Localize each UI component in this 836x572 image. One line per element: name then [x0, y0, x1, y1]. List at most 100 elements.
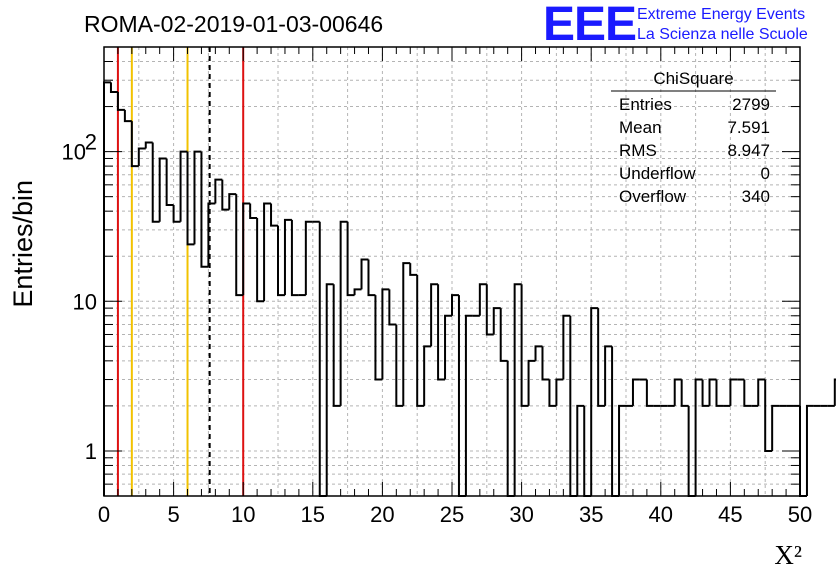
x-tick-label: 25: [440, 502, 464, 527]
x-tick-label: 45: [718, 502, 742, 527]
stats-value: 0: [761, 164, 770, 183]
histogram-bin: [541, 346, 550, 381]
stats-value: 2799: [732, 95, 770, 114]
chart-title: ROMA-02-2019-01-03-00646: [84, 11, 383, 37]
histogram-bin: [249, 203, 258, 220]
histogram-bin: [743, 379, 752, 407]
histogram-bin: [221, 179, 230, 211]
axes: [103, 46, 801, 497]
histogram-bin: [520, 284, 529, 407]
histogram-bin: [137, 147, 146, 167]
histogram-bin: [708, 378, 717, 406]
histogram-bin: [353, 288, 362, 296]
histogram-bin: [576, 404, 585, 496]
histogram-bin: [451, 294, 459, 316]
stats-label: Underflow: [619, 164, 696, 183]
y-tick-exponent: 2: [85, 130, 97, 155]
histogram-bin: [277, 225, 285, 297]
x-tick-label: 20: [370, 502, 394, 527]
reference-lines: [116, 47, 245, 496]
histogram-bin: [144, 141, 153, 149]
histogram-bin: [799, 405, 807, 497]
histogram-bin: [123, 109, 132, 123]
logo-line2: La Scienza nelle Scuole: [637, 26, 808, 43]
histogram-bin: [604, 345, 613, 406]
histogram-bin: [214, 178, 223, 204]
histogram-bin: [367, 259, 376, 297]
x-axis-label: X²: [774, 540, 802, 570]
logo-mark: EEE: [543, 0, 636, 51]
histogram-bin: [116, 92, 125, 111]
histogram-bins: [103, 81, 836, 497]
histogram-bin: [395, 324, 404, 407]
histogram-bin: [631, 378, 640, 406]
histogram-bin: [388, 289, 397, 326]
histogram-bin: [228, 193, 237, 210]
histogram-bin: [423, 345, 432, 406]
histogram-bin: [555, 378, 564, 406]
histogram-bin: [764, 379, 773, 452]
histogram-bin: [256, 218, 265, 303]
histogram-bin: [430, 283, 439, 347]
histogram-bin: [151, 142, 160, 223]
histogram-bin: [283, 218, 292, 296]
histogram-bin: [680, 379, 689, 407]
histogram-bin: [193, 150, 202, 245]
x-tick-label: 10: [231, 502, 255, 527]
stats-label: Mean: [619, 118, 662, 137]
x-tick-label: 35: [579, 502, 603, 527]
histogram-bin: [506, 360, 515, 497]
histogram-bin: [290, 219, 299, 297]
y-tick-label: 10: [62, 140, 86, 165]
histogram-bin: [332, 284, 341, 407]
histogram-bin: [499, 308, 508, 362]
histogram-bin: [381, 288, 390, 380]
x-tick-label: 0: [98, 502, 110, 527]
histogram-bin: [444, 314, 452, 380]
histogram-bin: [318, 221, 327, 497]
histogram-bin: [158, 157, 167, 222]
histogram-bin: [172, 204, 181, 223]
histogram-bin: [416, 274, 425, 407]
x-tick-label: 50: [788, 502, 812, 527]
histogram-bin: [109, 82, 118, 94]
stats-label: Overflow: [619, 187, 687, 206]
histogram-bin: [130, 121, 139, 168]
x-tick-label: 30: [509, 502, 533, 527]
histogram-bin: [833, 378, 836, 406]
stats-value: 8.947: [727, 141, 770, 160]
histogram-bin: [729, 378, 738, 406]
histogram-bin: [437, 284, 446, 381]
stats-value: 7.591: [727, 118, 770, 137]
histogram-bin: [263, 202, 272, 302]
histogram-bin: [645, 379, 654, 407]
histogram-bin: [464, 314, 473, 496]
logo-line1: Extreme Energy Events: [637, 6, 805, 23]
histogram-bin: [694, 378, 703, 496]
histogram-bin: [235, 194, 244, 297]
histogram-bin: [339, 220, 348, 406]
histogram-bin: [492, 307, 501, 335]
histogram-bin: [701, 379, 710, 407]
histogram-bin: [103, 81, 111, 496]
histogram-bin: [513, 283, 522, 496]
histogram-bin: [562, 314, 571, 380]
histogram-bin: [165, 158, 174, 206]
x-tick-labels: 0 5 10 15 20 25 30 35 40 45 50: [98, 502, 812, 527]
histogram-bin: [242, 202, 251, 296]
histogram-bin: [200, 151, 209, 268]
histogram-bin: [618, 404, 626, 496]
eee-logo: EEE Extreme Energy Events La Scienza nel…: [543, 0, 808, 51]
histogram-bin: [186, 151, 195, 246]
histogram-bin: [611, 346, 620, 497]
histogram-bin: [304, 220, 313, 296]
histogram-bin: [402, 262, 411, 406]
histogram-bin: [409, 263, 418, 276]
x-tick-label: 40: [649, 502, 673, 527]
histogram-bin: [270, 203, 278, 227]
y-tick-label: 10: [73, 289, 97, 314]
stats-value: 340: [742, 187, 770, 206]
histogram-bin: [715, 379, 724, 407]
